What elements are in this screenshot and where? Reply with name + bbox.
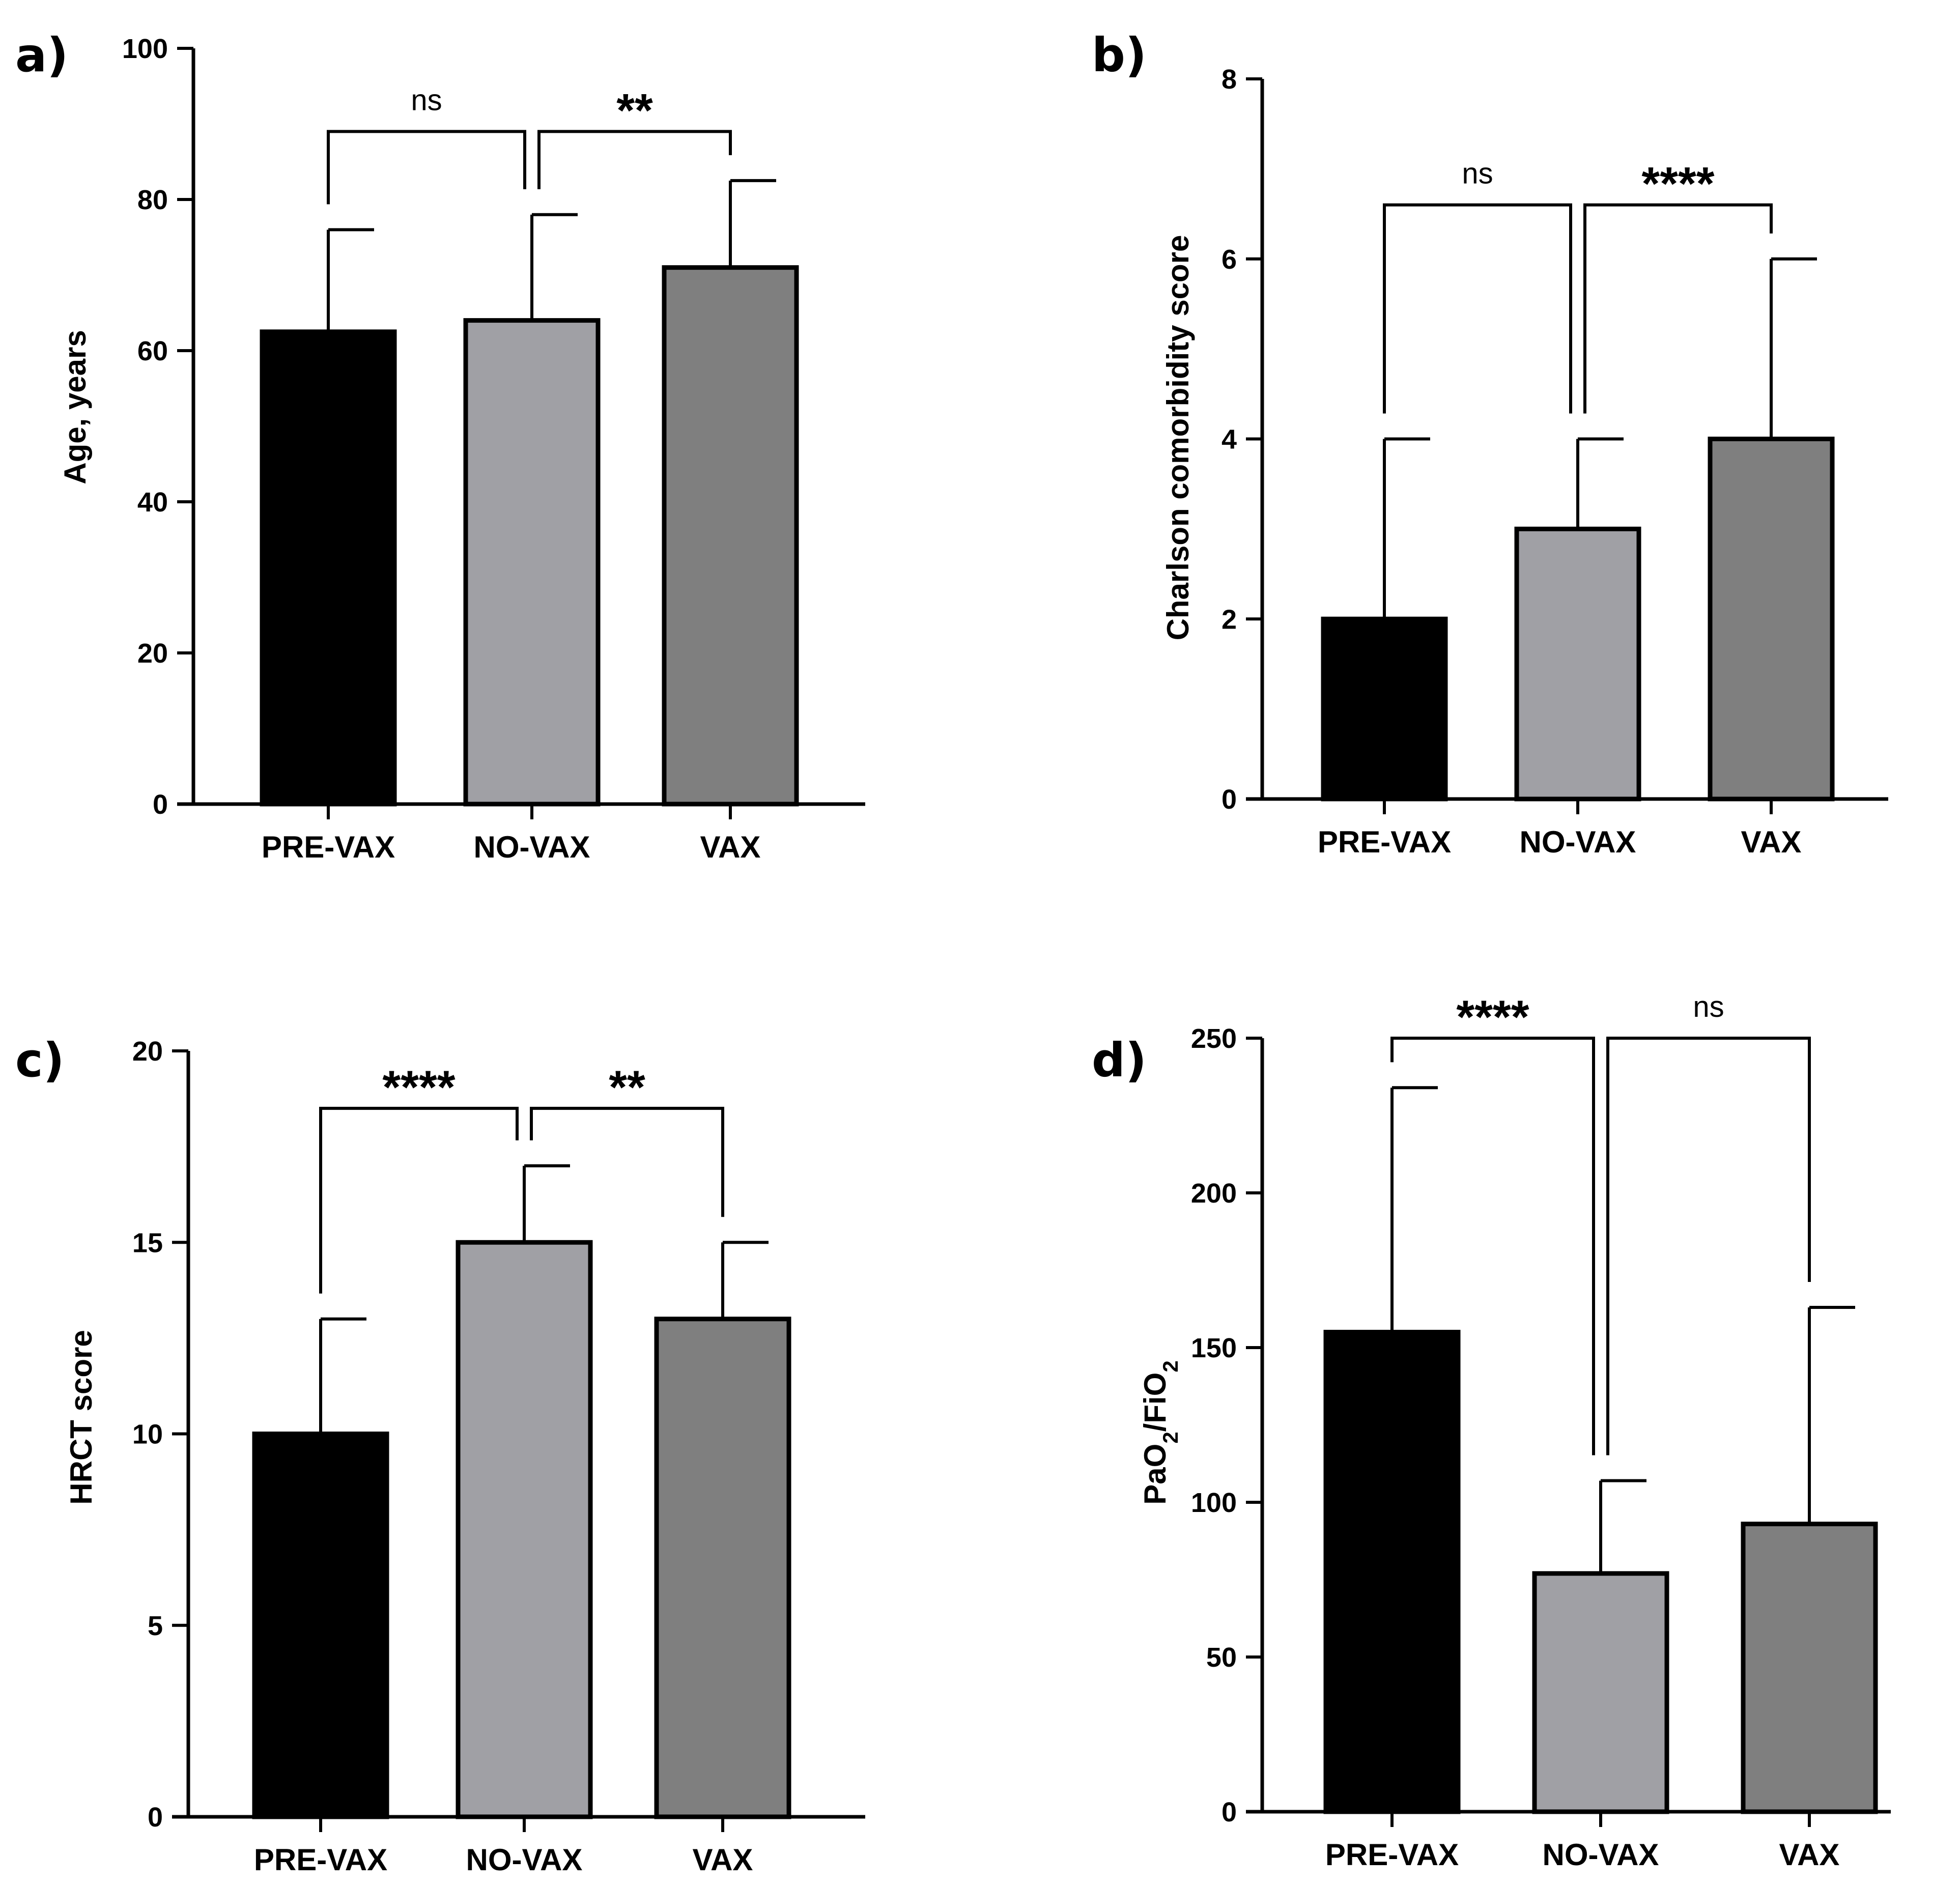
bar-vax [1741, 1522, 1878, 1814]
significance-bracket [530, 1106, 724, 1217]
y-tick-label: 4 [1222, 424, 1237, 455]
panel-d: d) PaO2/FiO2 0 50 100 150 200 250 PRE-VAX NO-VA… [1092, 990, 1891, 1872]
panel-letter: d) [1092, 1033, 1147, 1088]
x-tick-label: NO-VAX [1543, 1838, 1659, 1872]
y-axis-title: Charlson comorbidity score [1161, 235, 1195, 641]
significance-label: ns [1462, 157, 1493, 190]
y-tick-label: 15 [132, 1227, 163, 1258]
y-tick-label: 0 [148, 1802, 163, 1833]
x-tick-label: VAX [1741, 825, 1802, 859]
bar-pre-vax [1323, 1330, 1461, 1814]
panel-letter: b) [1092, 28, 1147, 82]
y-tick-label: 20 [132, 1036, 163, 1067]
y-tick-label: 80 [137, 185, 168, 215]
x-tick-label: NO-VAX [1520, 825, 1636, 859]
bar-pre-vax [1321, 616, 1448, 802]
y-tick-label: 5 [148, 1611, 163, 1641]
significance-bracket [1383, 203, 1572, 414]
significance-label: ns [1693, 990, 1724, 1023]
x-tick-label: VAX [1779, 1838, 1840, 1872]
x-tick-label: PRE-VAX [1318, 825, 1451, 859]
significance-bracket [1583, 203, 1773, 414]
significance-label: **** [1456, 991, 1529, 1043]
x-tick-label: VAX [693, 1843, 753, 1877]
y-axis-title: PaO2/FiO2 [1138, 1360, 1182, 1504]
x-tick-label: NO-VAX [474, 830, 590, 864]
y-tick-label: 0 [1222, 784, 1237, 815]
bar-vax [1708, 437, 1835, 802]
y-tick-label: 10 [132, 1419, 163, 1450]
bar-no-vax [456, 1240, 593, 1819]
y-tick-label: 200 [1191, 1178, 1237, 1209]
bar-pre-vax [260, 329, 397, 807]
bar-vax [662, 265, 799, 807]
significance-label: ** [616, 84, 653, 136]
y-tick-label: 150 [1191, 1333, 1237, 1363]
x-tick-label: VAX [700, 830, 761, 864]
bar-no-vax [1514, 526, 1641, 802]
y-tick-label: 20 [137, 638, 168, 669]
x-tick-label: PRE-VAX [254, 1843, 387, 1877]
y-tick-label: 8 [1222, 64, 1237, 95]
y-tick-label: 60 [137, 336, 168, 366]
significance-label: **** [382, 1062, 455, 1113]
significance-bracket [537, 130, 732, 189]
y-tick-label: 40 [137, 487, 168, 518]
panel-letter: c) [15, 1033, 65, 1088]
bar-no-vax [463, 318, 601, 807]
y-tick-label: 6 [1222, 244, 1237, 275]
significance-bracket [319, 1106, 519, 1294]
y-tick-label: 100 [122, 34, 168, 64]
x-tick-label: PRE-VAX [262, 830, 395, 864]
y-tick-label: 0 [153, 789, 168, 820]
panel-letter: a) [15, 28, 68, 82]
panel-b: b) Charlson comorbidity score 0 2 4 6 8 PRE-V… [1092, 28, 1888, 859]
significance-label: ns [411, 83, 442, 117]
y-tick-label: 50 [1206, 1642, 1237, 1673]
significance-bracket [1606, 1037, 1811, 1455]
significance-label: **** [1641, 158, 1714, 210]
significance-label: ** [609, 1062, 645, 1113]
y-axis-title: HRCT score [64, 1330, 98, 1504]
panel-a: a) Age, years 0 20 40 60 80 100 PRE-VAX NO-VAX V… [15, 28, 865, 864]
y-tick-label: 100 [1191, 1488, 1237, 1518]
y-tick-label: 2 [1222, 604, 1237, 635]
panel-c: c) HRCT score 0 5 10 15 20 PRE-VAX NO-VAX VAX **… [15, 1033, 865, 1877]
x-tick-label: NO-VAX [466, 1843, 583, 1877]
bar-pre-vax [252, 1432, 389, 1819]
significance-bracket [327, 130, 526, 205]
bar-no-vax [1532, 1571, 1669, 1814]
y-tick-label: 0 [1222, 1797, 1237, 1827]
significance-bracket [1390, 1037, 1595, 1455]
y-axis-title: Age, years [58, 330, 92, 484]
y-tick-label: 250 [1191, 1023, 1237, 1054]
bar-vax [654, 1317, 791, 1819]
x-tick-label: PRE-VAX [1325, 1838, 1459, 1872]
